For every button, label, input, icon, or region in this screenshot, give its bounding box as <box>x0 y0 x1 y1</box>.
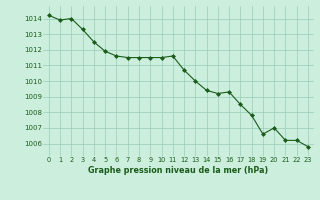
X-axis label: Graphe pression niveau de la mer (hPa): Graphe pression niveau de la mer (hPa) <box>88 166 268 175</box>
